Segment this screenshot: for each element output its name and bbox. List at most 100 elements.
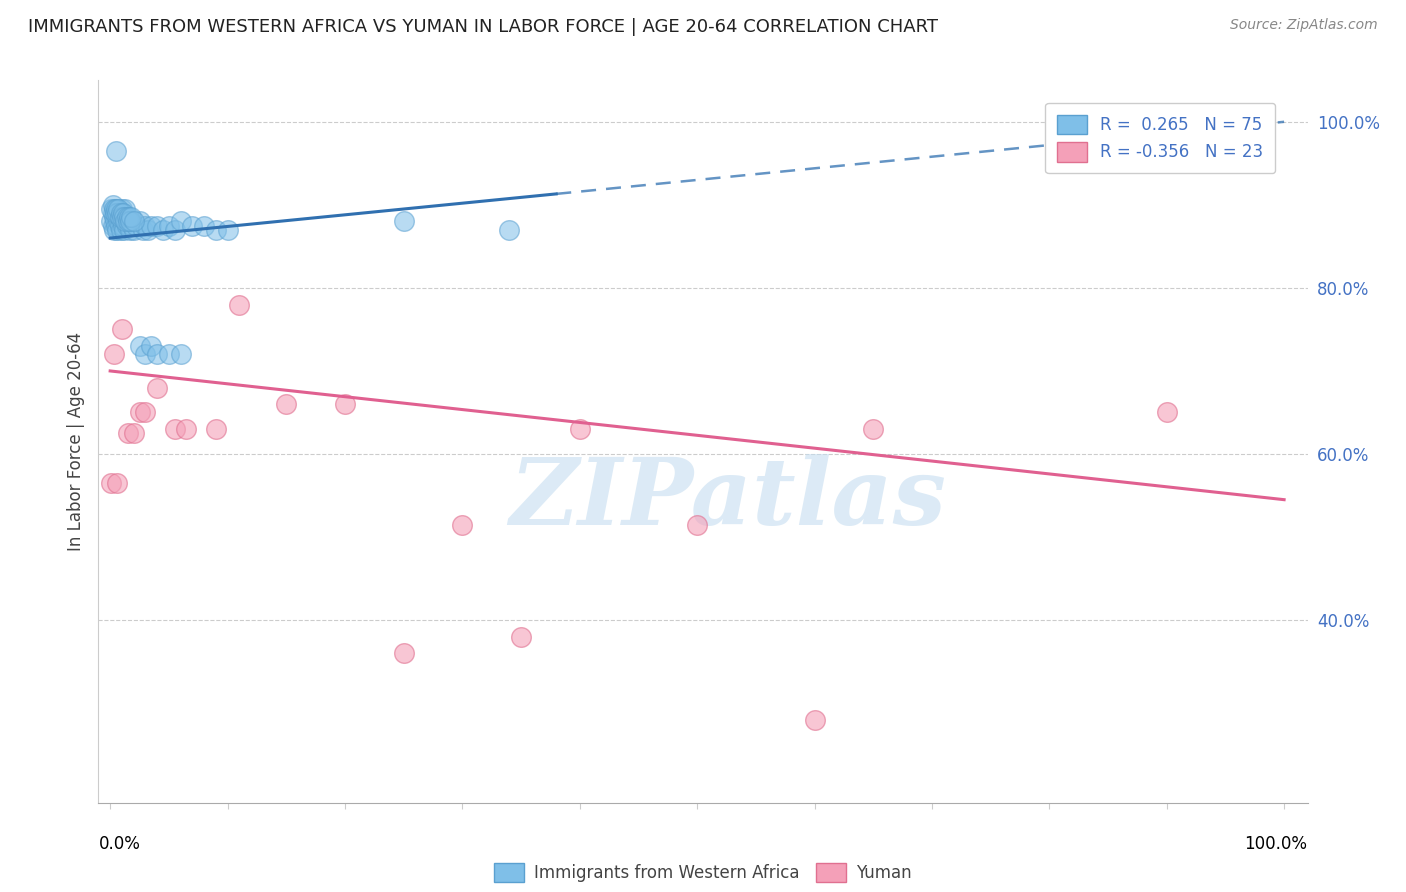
Point bbox=[103, 347, 125, 361]
Point bbox=[100, 476, 122, 491]
Point bbox=[100, 214, 122, 228]
Point bbox=[333, 397, 356, 411]
Point bbox=[120, 223, 142, 237]
Point bbox=[163, 223, 186, 237]
Point bbox=[101, 206, 124, 220]
Text: IMMIGRANTS FROM WESTERN AFRICA VS YUMAN IN LABOR FORCE | AGE 20-64 CORRELATION C: IMMIGRANTS FROM WESTERN AFRICA VS YUMAN … bbox=[28, 18, 938, 36]
Point bbox=[568, 422, 591, 436]
Point bbox=[120, 214, 142, 228]
Point bbox=[181, 219, 204, 233]
Y-axis label: In Labor Force | Age 20-64: In Labor Force | Age 20-64 bbox=[66, 332, 84, 551]
Point bbox=[104, 202, 127, 216]
Point bbox=[204, 422, 226, 436]
Point bbox=[217, 223, 239, 237]
Point bbox=[862, 422, 884, 436]
Text: 100.0%: 100.0% bbox=[1244, 835, 1308, 854]
Point bbox=[111, 211, 134, 225]
Point bbox=[169, 347, 191, 361]
Point bbox=[105, 206, 128, 220]
Point bbox=[114, 214, 136, 228]
Point bbox=[111, 322, 134, 336]
Point bbox=[392, 646, 415, 660]
Point bbox=[101, 219, 124, 233]
Point bbox=[120, 214, 142, 228]
Legend: Immigrants from Western Africa, Yuman: Immigrants from Western Africa, Yuman bbox=[485, 855, 921, 890]
Point bbox=[100, 202, 122, 216]
Point bbox=[114, 202, 136, 216]
Point bbox=[108, 211, 131, 225]
Point bbox=[103, 202, 125, 216]
Point bbox=[803, 713, 825, 727]
Point bbox=[204, 223, 226, 237]
Point bbox=[118, 211, 141, 225]
Point bbox=[125, 219, 148, 233]
Point bbox=[105, 202, 128, 216]
Point bbox=[112, 206, 135, 220]
Point bbox=[115, 219, 138, 233]
Point bbox=[105, 206, 128, 220]
Point bbox=[686, 517, 709, 532]
Point bbox=[152, 223, 174, 237]
Text: 0.0%: 0.0% bbox=[98, 835, 141, 854]
Point bbox=[114, 214, 136, 228]
Point bbox=[118, 219, 141, 233]
Point bbox=[122, 426, 145, 441]
Text: Source: ZipAtlas.com: Source: ZipAtlas.com bbox=[1230, 18, 1378, 32]
Point bbox=[105, 219, 128, 233]
Point bbox=[122, 214, 145, 228]
Point bbox=[112, 219, 135, 233]
Point bbox=[451, 517, 474, 532]
Point bbox=[103, 211, 125, 225]
Point bbox=[134, 219, 156, 233]
Point bbox=[101, 198, 124, 212]
Point bbox=[111, 214, 134, 228]
Point bbox=[228, 297, 250, 311]
Point bbox=[112, 206, 135, 220]
Point bbox=[117, 214, 139, 228]
Point bbox=[110, 211, 132, 225]
Point bbox=[117, 214, 139, 228]
Point bbox=[157, 347, 180, 361]
Point bbox=[107, 202, 129, 216]
Point bbox=[122, 223, 145, 237]
Point bbox=[120, 211, 142, 225]
Point bbox=[107, 214, 129, 228]
Point bbox=[136, 223, 159, 237]
Point bbox=[176, 422, 198, 436]
Point bbox=[104, 206, 127, 220]
Point bbox=[163, 422, 186, 436]
Point bbox=[392, 214, 415, 228]
Point bbox=[103, 223, 125, 237]
Point bbox=[108, 206, 131, 220]
Point bbox=[510, 630, 533, 644]
Point bbox=[105, 476, 128, 491]
Point bbox=[111, 202, 134, 216]
Point bbox=[112, 223, 135, 237]
Point bbox=[115, 211, 138, 225]
Point bbox=[1156, 405, 1178, 419]
Point bbox=[117, 426, 139, 441]
Point bbox=[112, 211, 135, 225]
Point bbox=[146, 219, 169, 233]
Point bbox=[108, 219, 131, 233]
Point bbox=[146, 380, 169, 394]
Point bbox=[157, 219, 180, 233]
Point bbox=[128, 214, 150, 228]
Point bbox=[134, 347, 156, 361]
Point bbox=[104, 214, 127, 228]
Point bbox=[193, 219, 215, 233]
Point bbox=[105, 211, 128, 225]
Point bbox=[132, 223, 155, 237]
Point bbox=[141, 339, 163, 353]
Point bbox=[110, 223, 132, 237]
Text: ZIPatlas: ZIPatlas bbox=[509, 454, 946, 544]
Point bbox=[498, 223, 520, 237]
Point bbox=[110, 206, 132, 220]
Point bbox=[146, 347, 169, 361]
Point bbox=[112, 211, 135, 225]
Point bbox=[276, 397, 298, 411]
Point bbox=[121, 219, 143, 233]
Point bbox=[105, 223, 128, 237]
Point bbox=[128, 405, 150, 419]
Point bbox=[107, 202, 129, 216]
